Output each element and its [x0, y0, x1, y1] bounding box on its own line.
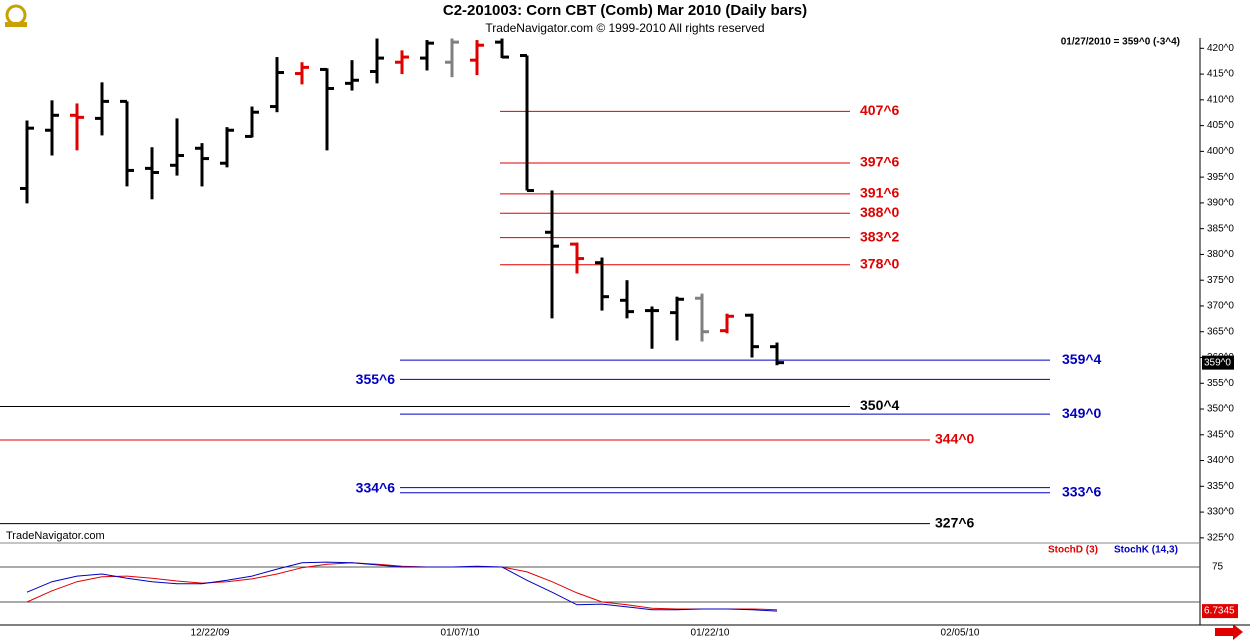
- y-tick-label: 365^0: [1207, 326, 1234, 337]
- x-tick-label: 12/22/09: [191, 628, 230, 639]
- level-label: 378^0: [860, 255, 900, 271]
- level-label: 350^4: [860, 397, 900, 413]
- level-label: 407^6: [860, 102, 900, 118]
- y-tick-label: 75: [1212, 562, 1224, 573]
- y-tick-label: 405^0: [1207, 120, 1234, 131]
- level-label: 397^6: [860, 154, 900, 170]
- stoch-line: [26, 562, 778, 611]
- y-tick-label: 340^0: [1207, 455, 1234, 466]
- watermark: TradeNavigator.com: [6, 530, 105, 542]
- y-tick-label: 415^0: [1207, 69, 1234, 80]
- legend-entry: StochK (14,3): [1114, 545, 1178, 556]
- scroll-arrow[interactable]: [1215, 624, 1243, 640]
- y-tick-label: 355^0: [1207, 378, 1234, 389]
- y-tick-label: 385^0: [1207, 223, 1234, 234]
- y-tick-label: 410^0: [1207, 94, 1234, 105]
- level-label: 334^6: [356, 479, 396, 495]
- y-tick-label: 395^0: [1207, 172, 1234, 183]
- last-price-box: [1202, 355, 1234, 370]
- y-tick-label: 370^0: [1207, 301, 1234, 312]
- x-tick-label: 02/05/10: [941, 628, 980, 639]
- level-label: 344^0: [935, 431, 975, 447]
- chart-subtitle: TradeNavigator.com © 1999-2010 All right…: [485, 21, 764, 35]
- legend-entry: StochD (3): [1048, 545, 1098, 556]
- y-tick-label: 350^0: [1207, 404, 1234, 415]
- level-label: 383^2: [860, 228, 900, 244]
- level-label: 333^6: [1062, 483, 1102, 499]
- info-label: 01/27/2010 = 359^0 (-3^4): [1061, 37, 1180, 48]
- level-label: 355^6: [356, 371, 396, 387]
- y-tick-label: 375^0: [1207, 275, 1234, 286]
- y-tick-label: 330^0: [1207, 507, 1234, 518]
- y-tick-label: 420^0: [1207, 43, 1234, 54]
- x-tick-label: 01/22/10: [691, 628, 730, 639]
- level-label: 349^0: [1062, 405, 1102, 421]
- chart-title: C2-201003: Corn CBT (Comb) Mar 2010 (Dai…: [443, 2, 807, 19]
- level-label: 359^4: [1062, 351, 1102, 367]
- logo: [5, 4, 27, 27]
- y-tick-label: 335^0: [1207, 481, 1234, 492]
- y-tick-label: 325^0: [1207, 532, 1234, 543]
- y-tick-label: 400^0: [1207, 146, 1234, 157]
- x-tick-label: 01/07/10: [441, 628, 480, 639]
- level-label: 391^6: [860, 185, 900, 201]
- stoch-line: [26, 561, 778, 612]
- level-label: 388^0: [860, 204, 900, 220]
- last-price-label: 359^0: [1204, 357, 1231, 368]
- y-tick-label: 380^0: [1207, 249, 1234, 260]
- y-tick-label: 345^0: [1207, 429, 1234, 440]
- level-label: 327^6: [935, 514, 975, 530]
- last-value-box: [1202, 604, 1238, 619]
- last-value-label: 6.7345: [1204, 606, 1235, 617]
- y-tick-label: 390^0: [1207, 198, 1234, 209]
